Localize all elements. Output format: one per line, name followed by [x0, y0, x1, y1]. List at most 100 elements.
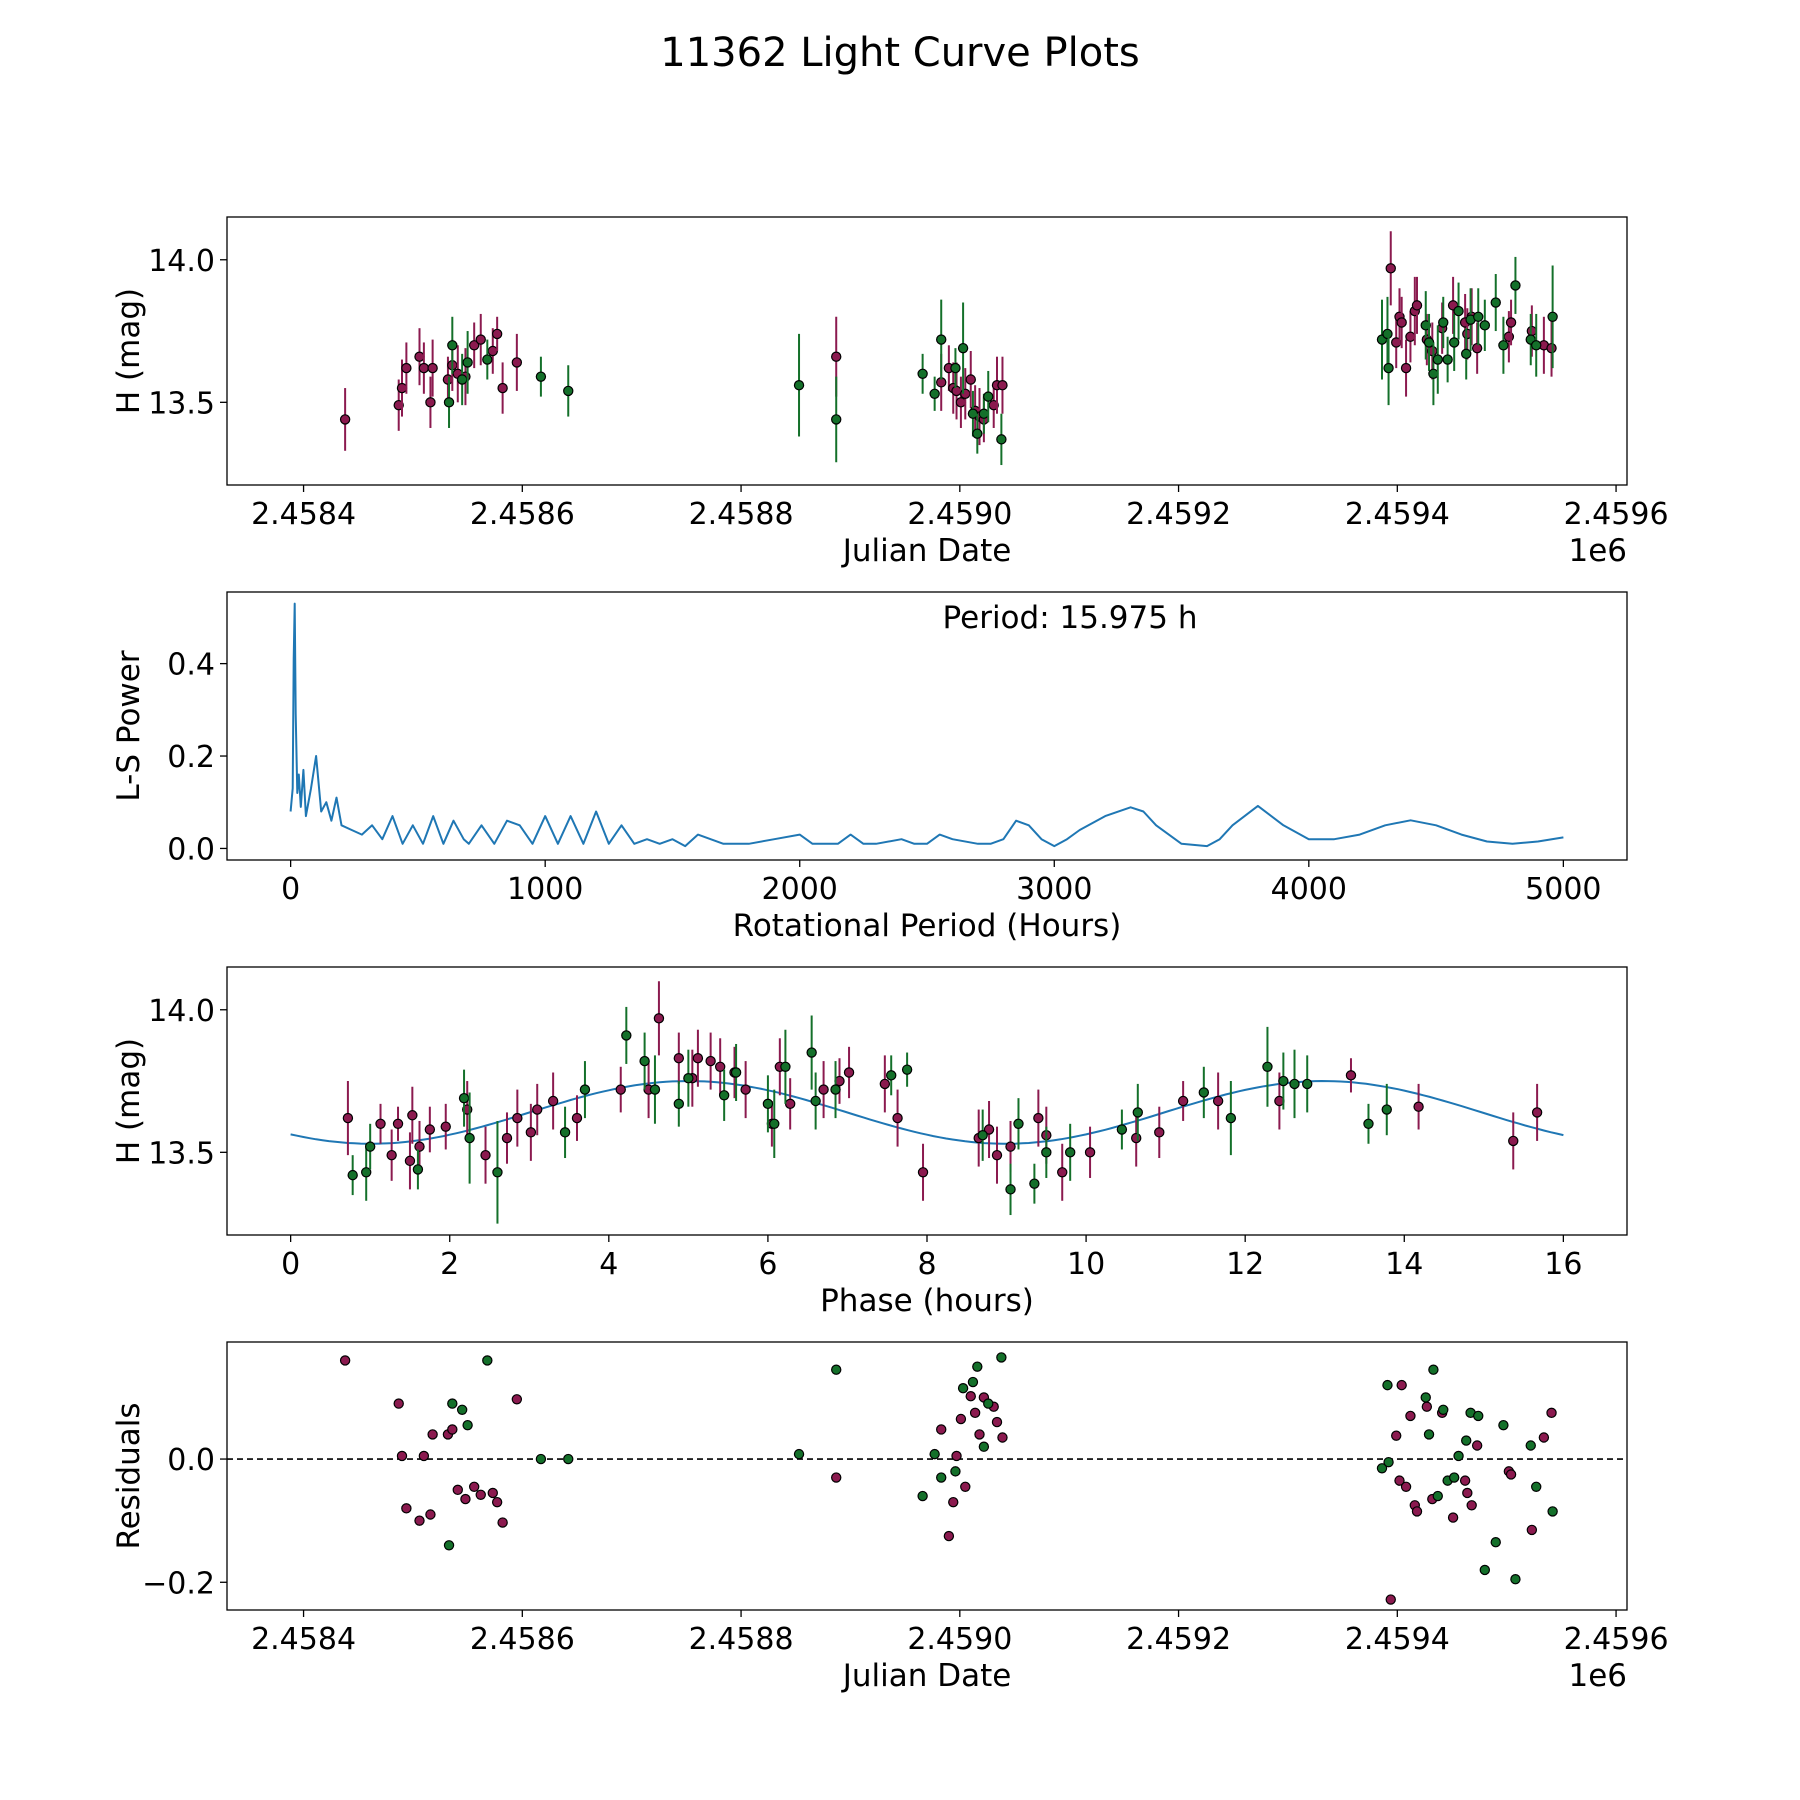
x-tick-label: 2.4590	[907, 1622, 1012, 1657]
data-point	[424, 1124, 436, 1135]
data-point	[1432, 354, 1443, 365]
x-tick-label: 10	[1067, 1247, 1105, 1282]
data-point	[1013, 1118, 1024, 1130]
data-point	[1448, 337, 1460, 348]
data-point	[769, 1118, 780, 1130]
data-point	[1116, 1124, 1128, 1135]
data-point	[673, 1053, 685, 1064]
data-point	[1225, 1112, 1237, 1124]
data-point	[1394, 1475, 1405, 1486]
data-point	[425, 1509, 436, 1520]
data-point	[491, 1496, 503, 1508]
data-point	[1432, 1490, 1443, 1502]
periodogram-line	[289, 602, 1564, 848]
data-point	[1385, 1594, 1396, 1605]
data-point	[511, 1394, 523, 1405]
x-tick-label: 2.4594	[1345, 1622, 1450, 1657]
data-point	[427, 362, 438, 374]
data-point	[1546, 1407, 1557, 1419]
data-point	[501, 1132, 513, 1144]
y-tick-label: 13.5	[148, 1136, 215, 1171]
data-point	[1345, 1070, 1357, 1081]
data-point	[1461, 348, 1472, 360]
data-point	[1405, 331, 1416, 342]
data-point	[475, 1489, 486, 1500]
data-point	[960, 388, 971, 399]
data-point	[901, 1064, 913, 1075]
data-point	[615, 1084, 626, 1095]
data-point	[1385, 263, 1396, 274]
data-point	[1473, 1410, 1484, 1422]
data-point	[1479, 1564, 1491, 1576]
y-tick-label: 13.5	[148, 386, 215, 421]
data-point	[967, 408, 979, 419]
data-point	[342, 1112, 354, 1124]
x-tick-label: 2.4592	[1126, 1622, 1231, 1657]
data-point	[806, 1047, 817, 1058]
data-point	[943, 1530, 955, 1542]
x-tick-label: 2.4592	[1126, 497, 1231, 532]
data-point	[1132, 1107, 1143, 1118]
data-point	[1005, 1184, 1016, 1195]
x-axis-offset-label: 1e6	[1568, 533, 1627, 569]
data-point	[1510, 1573, 1521, 1585]
data-point	[462, 357, 473, 368]
data-point	[443, 1540, 455, 1551]
data-point	[1396, 317, 1407, 328]
data-point	[1381, 1104, 1392, 1115]
data-point	[1177, 1095, 1189, 1107]
period-annotation: Period: 15.975 h	[943, 600, 1198, 636]
data-point	[1438, 317, 1449, 328]
data-point	[1064, 1147, 1076, 1158]
x-tick-label: 5000	[1525, 872, 1601, 907]
data-point	[404, 1155, 416, 1167]
data-point	[1363, 1118, 1374, 1130]
data-point	[950, 1466, 961, 1477]
data-point	[511, 357, 523, 368]
data-point	[1508, 1135, 1519, 1147]
data-point	[714, 1061, 726, 1072]
data-point	[456, 374, 468, 385]
data-point	[452, 1484, 463, 1496]
x-tick-label: 2.4584	[251, 497, 356, 532]
x-tick-label: 4000	[1271, 872, 1347, 907]
data-point	[1289, 1078, 1300, 1090]
data-point	[997, 1432, 1008, 1443]
data-point	[830, 1084, 841, 1095]
plot-frame	[226, 216, 1628, 486]
data-point	[969, 1407, 981, 1419]
data-point	[418, 362, 430, 374]
data-point	[535, 1453, 547, 1465]
data-point	[1382, 1379, 1393, 1391]
y-axis-label: H (mag)	[111, 1038, 147, 1164]
data-point	[948, 1496, 959, 1508]
data-point	[414, 351, 425, 362]
data-point	[960, 1481, 971, 1492]
x-tick-label: 2.4596	[1564, 497, 1669, 532]
data-point	[955, 397, 967, 408]
data-point	[412, 1164, 424, 1175]
data-point	[427, 1429, 438, 1440]
data-point	[497, 382, 508, 394]
data-point	[401, 1503, 412, 1514]
data-point	[339, 1355, 351, 1366]
x-tick-label: 8	[917, 1247, 936, 1282]
data-point	[957, 1383, 969, 1394]
x-tick-label: 2.4588	[689, 1622, 794, 1657]
data-point	[456, 1404, 468, 1415]
data-point	[393, 1398, 404, 1409]
data-point	[460, 1493, 471, 1505]
data-point	[1005, 1141, 1016, 1152]
data-point	[991, 1416, 1003, 1428]
data-point	[1411, 300, 1423, 311]
data-point	[571, 1112, 583, 1124]
data-point	[1041, 1147, 1052, 1158]
data-point	[497, 1517, 508, 1528]
data-point	[996, 1352, 1007, 1363]
data-point	[683, 1072, 694, 1084]
data-point	[1262, 1061, 1273, 1072]
data-point	[447, 1398, 458, 1409]
y-axis-label: Residuals	[111, 1402, 147, 1549]
data-point	[1526, 1524, 1538, 1536]
